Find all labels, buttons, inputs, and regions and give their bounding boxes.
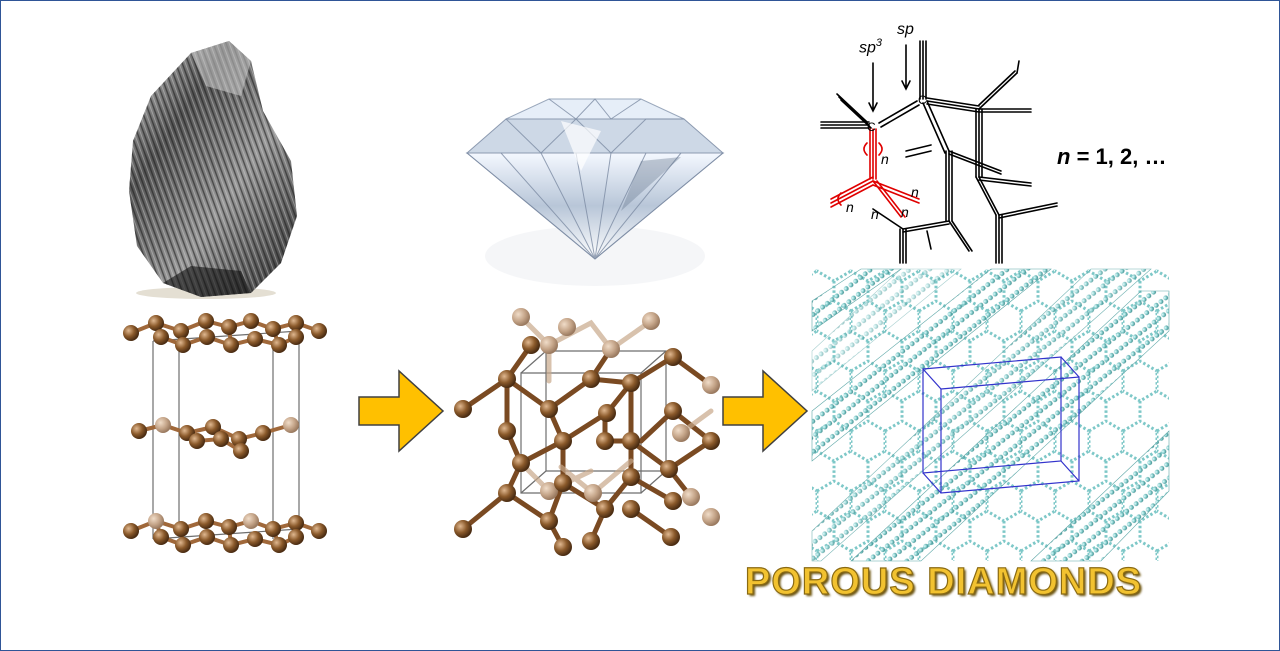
right-arrow-icon [358, 369, 445, 453]
porous-diamonds-title: POROUS DIAMONDS [744, 560, 1143, 603]
graphite-lattice-model [123, 313, 327, 553]
svg-text:C: C [867, 120, 876, 134]
porous-diamond-lattice-model [811, 268, 1170, 562]
graphite-rock-image [129, 41, 297, 299]
acetylenic-structure-drawing [820, 40, 1058, 264]
sp3-label: sp3 [859, 37, 883, 57]
n-label: n [881, 151, 889, 167]
right-arrow-icon [722, 369, 809, 453]
n-label: n [846, 199, 854, 215]
diamond-gem-image [465, 98, 725, 286]
n-values-label: n = 1, 2, … [1057, 144, 1167, 169]
svg-text:C: C [918, 93, 927, 107]
n-label: n [911, 184, 919, 200]
chem-n-labels: n n n n n [846, 151, 919, 222]
n-label: n [901, 204, 909, 220]
sp-label: sp [897, 21, 914, 38]
diamond-lattice-model [454, 308, 720, 556]
chem-atom-labels: C C [867, 93, 927, 134]
n-label: n [871, 206, 879, 222]
red-repeat-unit [830, 128, 920, 218]
